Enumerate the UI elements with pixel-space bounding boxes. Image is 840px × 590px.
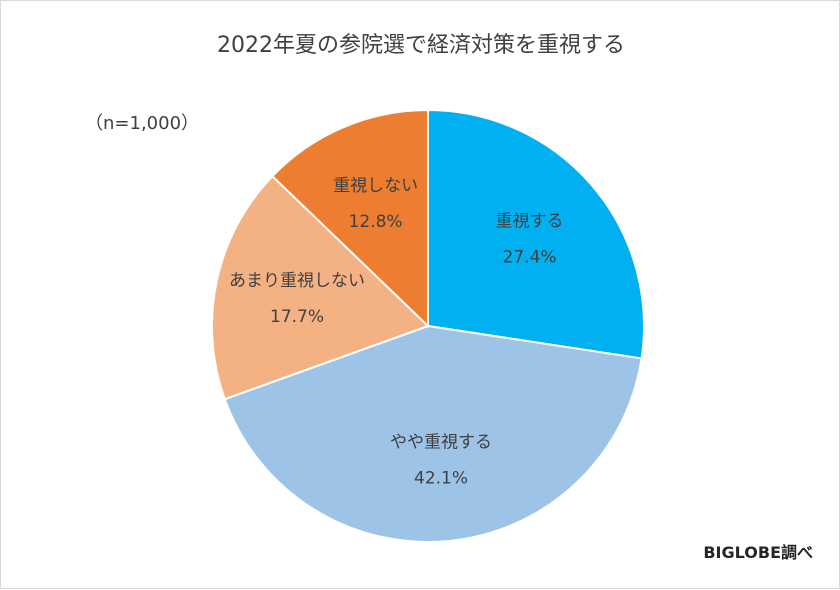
slice-value-4: 12.8% bbox=[349, 212, 403, 232]
pie-slice-2 bbox=[223, 324, 643, 543]
slice-value-3: 17.7% bbox=[270, 307, 324, 327]
slice-value-2: 42.1% bbox=[414, 468, 468, 488]
pie-slices bbox=[211, 108, 645, 543]
slice-label-3: あまり重視しない bbox=[229, 271, 365, 291]
slice-label-4: 重視しない bbox=[333, 176, 418, 196]
slice-label-1: 重視する bbox=[496, 212, 564, 232]
chart-title: 2022年夏の参院選で経済対策を重視する bbox=[217, 33, 625, 58]
pie-labels: 重視する 27.4% やや重視する 42.1% あまり重視しない 17.7% 重視しない 12… bbox=[229, 176, 564, 489]
slice-value-1: 27.4% bbox=[503, 248, 557, 268]
slice-label-2: やや重視する bbox=[390, 432, 492, 452]
pie-slice-4 bbox=[270, 108, 429, 329]
sample-size-note: （n=1,000） bbox=[85, 113, 200, 134]
pie-slice-1 bbox=[427, 108, 645, 360]
pie-slice-3 bbox=[211, 174, 430, 401]
source-credit: BIGLOBE調べ bbox=[703, 543, 813, 562]
